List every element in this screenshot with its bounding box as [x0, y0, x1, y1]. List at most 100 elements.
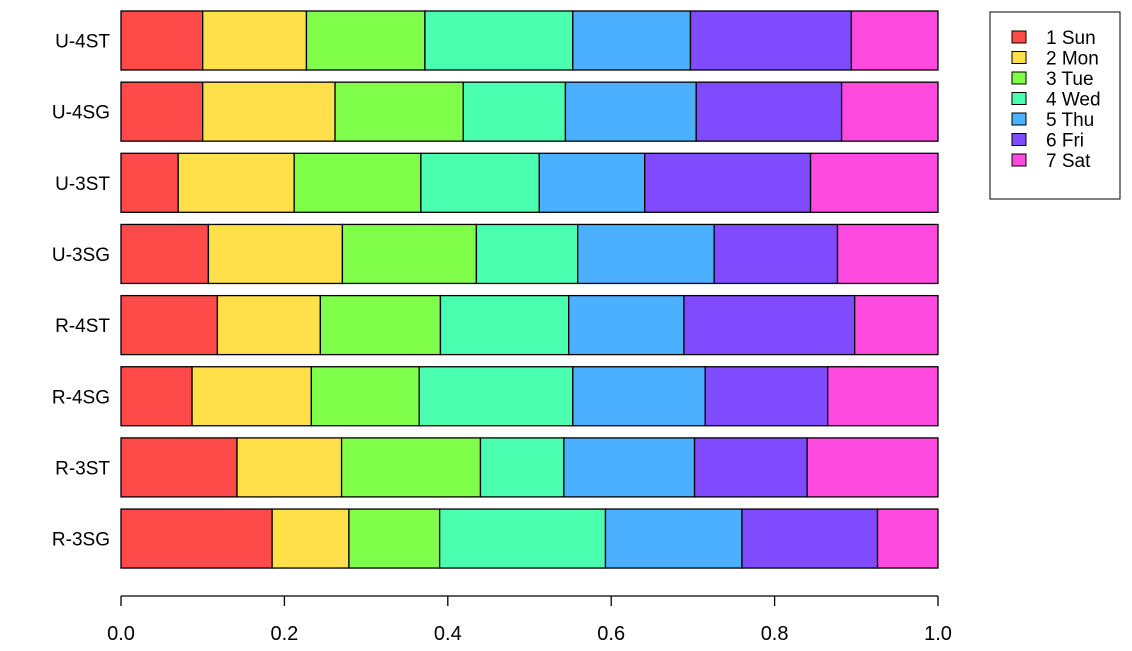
- category-label: R-3SG: [52, 530, 110, 551]
- bar-segment: [424, 10, 574, 71]
- bar-segment: [207, 223, 344, 285]
- bar-segment: [439, 294, 570, 356]
- legend-label: 1 Sun: [1046, 28, 1096, 49]
- bar-segment: [319, 294, 442, 356]
- category-label: U-4ST: [55, 32, 110, 53]
- legend-item: 1 Sun: [1011, 28, 1096, 49]
- legend-item: 4 Wed: [1011, 90, 1101, 111]
- bar-row: [120, 81, 939, 142]
- bar-segment: [604, 508, 743, 569]
- legend-item: 5 Thu: [1011, 110, 1094, 131]
- x-tick-label: 0.2: [270, 623, 298, 645]
- legend-item: 7 Sat: [1011, 151, 1091, 172]
- legend-label: 4 Wed: [1046, 90, 1101, 111]
- bar-segment: [876, 508, 939, 569]
- bar-segment: [236, 437, 343, 498]
- category-axis: U-4ST U-4SG U-3ST U-3SG R-4ST R-4SG R-3ST R-3SG: [52, 32, 110, 551]
- category-label: R-3ST: [55, 458, 110, 479]
- legend-swatch: [1011, 30, 1027, 44]
- bar-segment: [438, 508, 607, 569]
- bar-area: [120, 10, 939, 569]
- legend-item: 2 Mon: [1011, 49, 1099, 70]
- bar-segment: [120, 10, 204, 71]
- bar-segment: [563, 437, 696, 498]
- legend-item: 6 Fri: [1011, 131, 1084, 152]
- legend-label: 3 Tue: [1046, 69, 1094, 90]
- x-axis: 0.0 0.2 0.4 0.6 0.8 1.0: [107, 595, 952, 645]
- bar-segment: [693, 437, 808, 498]
- bar-segment: [120, 152, 179, 213]
- bar-row: [120, 294, 939, 356]
- bar-segment: [568, 294, 685, 356]
- bar-segment: [418, 366, 574, 427]
- bar-row: [120, 10, 939, 71]
- bar-segment: [713, 223, 839, 285]
- x-tick-label: 0.4: [434, 623, 462, 645]
- category-label: U-3SG: [52, 245, 110, 266]
- bar-segment: [120, 294, 219, 356]
- bar-segment: [271, 508, 350, 569]
- bar-segment: [809, 152, 939, 213]
- x-tick-label: 0.6: [597, 623, 625, 645]
- category-label: U-4SG: [52, 103, 110, 124]
- bar-segment: [836, 223, 939, 285]
- bar-segment: [840, 81, 939, 142]
- bar-segment: [334, 81, 464, 142]
- bar-segment: [475, 223, 579, 285]
- bar-segment: [683, 294, 856, 356]
- bar-segment: [305, 10, 426, 71]
- bar-segment: [572, 10, 692, 71]
- bar-segment: [177, 152, 295, 213]
- bar-segment: [644, 152, 812, 213]
- bar-segment: [572, 366, 706, 427]
- bar-segment: [689, 10, 853, 71]
- bar-segment: [850, 10, 939, 71]
- bar-segment: [538, 152, 646, 213]
- x-tick-label: 0.8: [761, 623, 789, 645]
- bar-row: [120, 223, 939, 285]
- bar-segment: [202, 81, 336, 142]
- bar-segment: [741, 508, 879, 569]
- bar-segment: [854, 294, 939, 356]
- bar-row: [120, 366, 939, 427]
- bar-segment: [202, 10, 308, 71]
- bar-segment: [341, 223, 478, 285]
- bar-row: [120, 437, 939, 498]
- bar-segment: [827, 366, 939, 427]
- legend-label: 6 Fri: [1046, 131, 1084, 152]
- bar-segment: [310, 366, 420, 427]
- x-tick-label: 1.0: [924, 623, 952, 645]
- legend-swatch: [1011, 51, 1027, 64]
- bar-segment: [120, 81, 204, 142]
- bar-segment: [704, 366, 829, 427]
- bar-segment: [120, 223, 210, 285]
- bar-segment: [348, 508, 441, 569]
- bar-segment: [120, 437, 238, 498]
- x-tick-label: 0.0: [107, 623, 135, 645]
- legend-swatch: [1011, 112, 1027, 126]
- legend-label: 5 Thu: [1046, 110, 1094, 131]
- bar-segment: [577, 223, 715, 285]
- bar-segment: [462, 81, 567, 142]
- category-label: U-3ST: [55, 174, 110, 195]
- bar-segment: [479, 437, 565, 498]
- bar-segment: [806, 437, 939, 498]
- legend-swatch: [1011, 71, 1027, 85]
- legend-label: 2 Mon: [1046, 49, 1099, 70]
- bar-segment: [564, 81, 697, 142]
- legend-label: 7 Sat: [1046, 151, 1091, 172]
- bar-segment: [191, 366, 313, 427]
- legend-swatch: [1011, 133, 1027, 146]
- bar-row: [120, 508, 939, 569]
- bar-segment: [695, 81, 843, 142]
- category-label: R-4ST: [55, 316, 110, 337]
- bar-segment: [293, 152, 422, 213]
- category-label: R-4SG: [52, 387, 110, 408]
- bar-segment: [120, 366, 193, 427]
- bar-segment: [120, 508, 273, 569]
- bar-segment: [340, 437, 482, 498]
- legend-swatch: [1011, 92, 1027, 105]
- legend-item: 3 Tue: [1011, 69, 1094, 90]
